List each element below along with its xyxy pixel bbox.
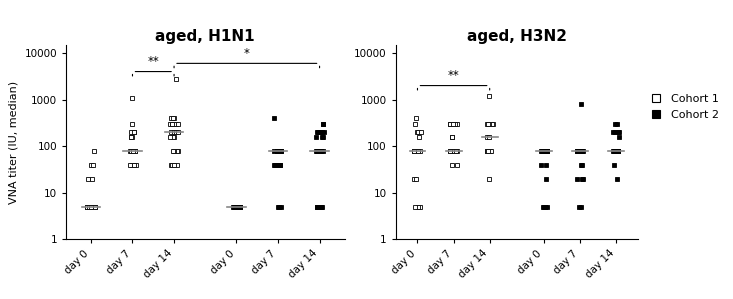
Y-axis label: VNA titer (IU, median): VNA titer (IU, median) xyxy=(9,80,19,204)
Text: **: ** xyxy=(448,69,460,82)
Text: *: * xyxy=(244,47,250,60)
Title: aged, H3N2: aged, H3N2 xyxy=(467,29,567,44)
Title: aged, H1N1: aged, H1N1 xyxy=(155,29,255,44)
Text: **: ** xyxy=(147,55,159,68)
Legend: Cohort 1, Cohort 2: Cohort 1, Cohort 2 xyxy=(640,89,723,125)
